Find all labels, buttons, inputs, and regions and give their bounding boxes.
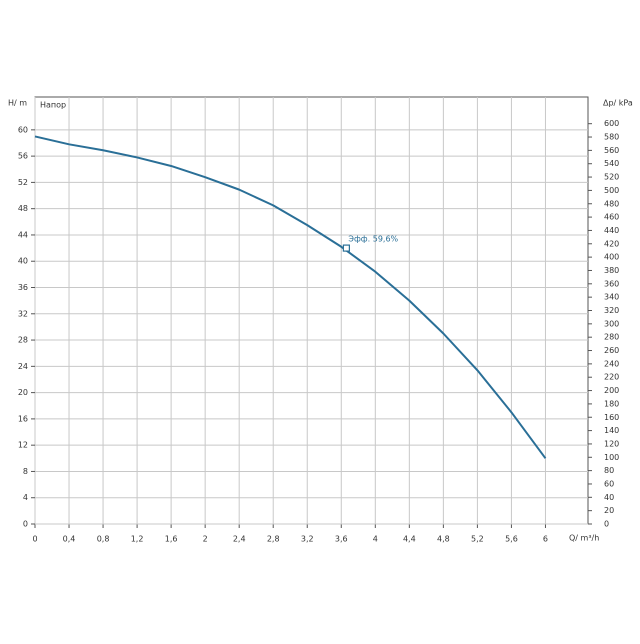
y-tick-label: 28	[18, 336, 28, 345]
x-tick-label: 3,2	[301, 535, 314, 544]
y-tick-label: 4	[23, 493, 28, 502]
x-tick-label: 6	[543, 535, 548, 544]
x-tick-label: 4,8	[437, 535, 450, 544]
x-tick-label: 0	[32, 535, 37, 544]
x-tick-label: 5,6	[505, 535, 518, 544]
operating-point	[342, 244, 350, 252]
y2-tick-label: 520	[604, 173, 619, 182]
y2-tick-label: 500	[604, 186, 619, 195]
legend-entry: Напор	[40, 101, 66, 110]
y2-tick-label: 160	[604, 413, 619, 422]
y2-tick-label: 200	[604, 386, 619, 395]
x-tick-label: 0,4	[63, 535, 76, 544]
x-tick-label: 2,8	[267, 535, 280, 544]
y-tick-label: 0	[23, 520, 28, 529]
annotation: Эфф. 59,6%	[348, 235, 398, 244]
y2-tick-label: 440	[604, 226, 619, 235]
y-tick-label: 48	[18, 204, 28, 213]
y-tick-label: 40	[18, 257, 28, 266]
x-tick-label: 1,2	[131, 535, 144, 544]
plot-frame	[34, 96, 589, 525]
x-tick-label: 4,4	[403, 535, 416, 544]
y2-tick-label: 340	[604, 293, 619, 302]
y2-tick-label: 260	[604, 346, 619, 355]
y2-tick-label: 400	[604, 253, 619, 262]
line-series	[34, 135, 547, 459]
y2-tick-label: 180	[604, 399, 619, 408]
y2-tick-label: 100	[604, 453, 619, 462]
y-tick-label: 24	[18, 362, 28, 371]
x-tick-label: 4	[373, 535, 378, 544]
x-tick-label: 1,6	[165, 535, 178, 544]
x-tick-label: 5,2	[471, 535, 484, 544]
x-tick-label: 2	[203, 535, 208, 544]
y2-tick-label: 300	[604, 319, 619, 328]
y2-tick-label: 380	[604, 266, 619, 275]
y-tick-label: 44	[18, 230, 28, 239]
x-tick-label: 3,6	[335, 535, 348, 544]
x-axis-label: Q/ m³/h	[569, 534, 599, 543]
y2-tick-label: 480	[604, 199, 619, 208]
y2-tick-label: 360	[604, 279, 619, 288]
y2-tick-label: 120	[604, 439, 619, 448]
y2-tick-label: 580	[604, 133, 619, 142]
y2-tick-label: 320	[604, 306, 619, 315]
y-tick-label: 56	[18, 152, 28, 161]
x-tick-label: 2,4	[233, 535, 246, 544]
y2-tick-label: 600	[604, 119, 619, 128]
y2-tick-label: 280	[604, 333, 619, 342]
y2-tick-label: 140	[604, 426, 619, 435]
y-tick-label: 60	[18, 125, 28, 134]
y-axis-label: H/ m	[8, 99, 27, 108]
x-tick-label: 0,8	[97, 535, 110, 544]
y2-tick-label: 240	[604, 359, 619, 368]
y-tick-label: 36	[18, 283, 28, 292]
y-tick-label: 16	[18, 414, 28, 423]
y2-tick-label: 40	[604, 493, 614, 502]
y2-tick-label: 220	[604, 373, 619, 382]
y2-tick-label: 420	[604, 239, 619, 248]
y2-tick-label: 460	[604, 213, 619, 222]
y2-tick-label: 560	[604, 146, 619, 155]
y-tick-label: 12	[18, 441, 28, 450]
y-tick-label: 8	[23, 467, 28, 476]
y-tick-label: 20	[18, 388, 28, 397]
y2-tick-label: 540	[604, 159, 619, 168]
y-tick-label: 52	[18, 178, 28, 187]
y-tick-label: 32	[18, 309, 28, 318]
y2-tick-label: 0	[604, 520, 609, 529]
y2-tick-label: 80	[604, 466, 614, 475]
y2-tick-label: 60	[604, 479, 614, 488]
y2-tick-label: 20	[604, 506, 614, 515]
y2-axis-label: Δp/ kPa	[603, 99, 633, 108]
